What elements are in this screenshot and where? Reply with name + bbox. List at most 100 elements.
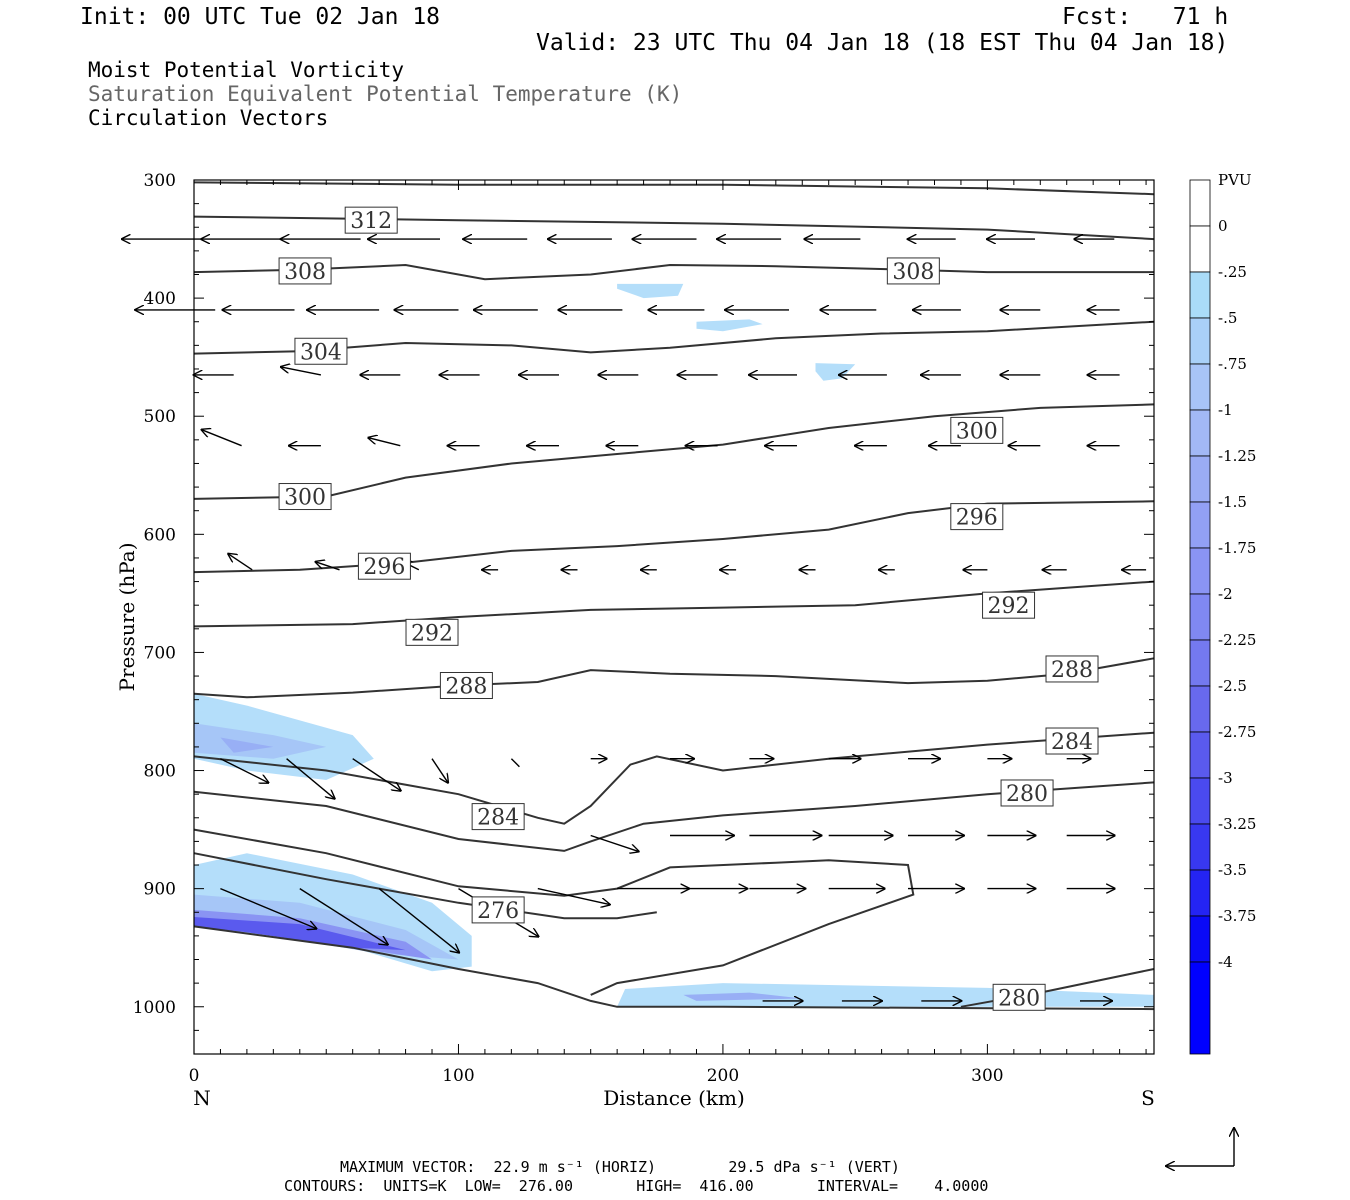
contour-label-280: 280: [1000, 779, 1054, 807]
contour-info-note: CONTOURS: UNITS=K LOW= 276.00 HIGH= 416.…: [284, 1177, 989, 1195]
plot-frame: [193, 179, 1155, 1055]
colorbar-swatch: [1189, 731, 1211, 779]
y-tick-label: 800: [144, 762, 176, 782]
theta-contour-5: [193, 403, 1155, 500]
contour-label-text: 288: [445, 675, 487, 700]
colorbar-label: -2: [1218, 585, 1233, 603]
x-left-end-label: N: [193, 1086, 211, 1110]
forecast-hour: Fcst: 71 h: [1062, 4, 1229, 30]
contour-label-text: 280: [998, 986, 1040, 1011]
contour-label-292: 292: [405, 618, 459, 646]
field-title-theta: Saturation Equivalent Potential Temperat…: [88, 82, 683, 106]
colorbar-swatch: [1189, 547, 1211, 595]
colorbar-label: -1.75: [1218, 539, 1256, 557]
y-axis-label: Pressure (hPa): [115, 543, 139, 692]
contour-label-280: 280: [992, 983, 1046, 1011]
contour-label-308: 308: [278, 257, 332, 285]
colorbar-swatch: [1189, 915, 1211, 963]
colorbar-swatch: [1189, 179, 1211, 227]
x-tick-label: 300: [971, 1066, 1003, 1086]
colorbar-swatch: [1189, 409, 1211, 457]
circulation-vector: [378, 888, 459, 953]
contour-label-308: 308: [886, 257, 940, 285]
pv-shading: [194, 283, 1154, 1007]
contour-label-box: [439, 672, 493, 700]
colorbar-swatch: [1189, 639, 1211, 687]
x-tick-label: 200: [707, 1066, 739, 1086]
contour-label-296: 296: [357, 552, 411, 580]
x-tick-label: 0: [189, 1066, 200, 1086]
theta-contour-15: [193, 781, 1155, 852]
circulation-vector: [228, 554, 253, 571]
y-tick-label: 1000: [133, 998, 176, 1018]
y-tick-label: 700: [144, 643, 176, 663]
circulation-vector: [299, 888, 388, 945]
contour-label-box: [405, 618, 459, 646]
pv-fill-3: [194, 693, 374, 780]
contour-label-text: 300: [284, 486, 326, 511]
contour-label-276: 276: [471, 896, 525, 924]
contour-label-text: 288: [1051, 658, 1093, 683]
contour-label-304: 304: [294, 337, 348, 365]
colorbar-label: -2.25: [1218, 631, 1256, 649]
colorbar-label: -.25: [1218, 263, 1247, 281]
colorbar-label: -2.5: [1218, 677, 1247, 695]
colorbar-swatch: [1189, 317, 1211, 365]
contour-label-box: [1000, 779, 1054, 807]
colorbar-label: 0: [1218, 217, 1228, 235]
contour-label-text: 292: [411, 621, 453, 646]
colorbar-swatch: [1189, 593, 1211, 641]
circulation-vector: [537, 887, 610, 905]
circulation-vectors: [122, 239, 1147, 1001]
contour-label-text: 300: [956, 419, 998, 444]
pv-fill-5: [220, 737, 274, 753]
contour-label-284: 284: [1045, 727, 1099, 755]
y-tick-label: 600: [144, 525, 176, 545]
contour-label-box: [886, 257, 940, 285]
contour-label-box: [344, 206, 398, 234]
circulation-vector: [368, 438, 401, 447]
contour-label-text: 312: [350, 209, 392, 234]
contour-label-box: [278, 257, 332, 285]
contour-label-300: 300: [278, 483, 332, 511]
contour-label-box: [992, 983, 1046, 1011]
contour-label-box: [982, 591, 1036, 619]
contour-label-box: [1045, 727, 1099, 755]
max-vector-note: MAXIMUM VECTOR: 22.9 m s⁻¹ (HORIZ) 29.5 …: [340, 1158, 900, 1176]
contour-labels: 312 308 308 304 300 300 296 296 292 292 288 288 284 2…: [278, 206, 1099, 1011]
x-axis-label: Distance (km): [603, 1086, 745, 1110]
contour-label-box: [1045, 655, 1099, 683]
contour-label-box: [471, 896, 525, 924]
circulation-vector: [431, 758, 448, 783]
colorbar-label: -2.75: [1218, 723, 1256, 741]
reference-vector-icon: [1166, 1128, 1234, 1166]
colorbar-label: -3.5: [1218, 861, 1247, 879]
theta-contour-19: [193, 925, 1155, 1011]
contour-label-box: [357, 552, 411, 580]
colorbar-swatch: [1189, 225, 1211, 273]
circulation-vector: [590, 834, 639, 852]
colorbar-swatch: [1189, 455, 1211, 503]
circulation-vector: [286, 758, 335, 799]
circulation-vector: [202, 430, 242, 447]
theta-contour-0: [193, 181, 1155, 196]
theta-contour-16: [193, 828, 915, 996]
colorbar-label: -1.25: [1218, 447, 1256, 465]
colorbar-label: -3.25: [1218, 815, 1256, 833]
colorbar-label: -.5: [1218, 309, 1237, 327]
contour-label-312: 312: [344, 206, 398, 234]
pv-fill-9: [194, 917, 406, 951]
y-tick-label: 500: [144, 407, 176, 427]
contour-label-296: 296: [950, 503, 1004, 531]
contour-label-box: [950, 416, 1004, 444]
colorbar-swatch: [1189, 777, 1211, 825]
circulation-vector: [220, 887, 316, 929]
colorbar-swatch: [1189, 961, 1211, 1055]
contour-label-284: 284: [471, 803, 525, 831]
contour-label-text: 284: [477, 806, 519, 831]
y-tick-label: 900: [144, 880, 176, 900]
contour-label-text: 296: [363, 555, 405, 580]
colorbar-label: -4: [1218, 953, 1233, 971]
contour-label-text: 308: [892, 260, 934, 285]
